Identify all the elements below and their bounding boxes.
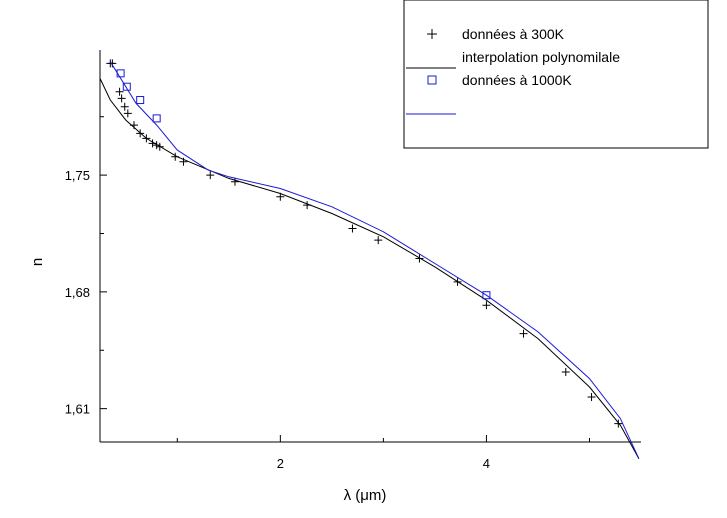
data-point-plus bbox=[230, 177, 239, 186]
data-point-plus bbox=[276, 192, 285, 201]
data-point-square bbox=[482, 291, 491, 300]
data-point-plus bbox=[123, 109, 132, 118]
legend-swatch-plus bbox=[427, 29, 437, 39]
y-ticks: 1,61 1,68 1,75 bbox=[65, 116, 107, 417]
data-point-plus bbox=[482, 301, 491, 310]
legend-frame bbox=[403, 0, 709, 149]
data-point-square bbox=[136, 96, 145, 105]
data-point-square bbox=[116, 69, 125, 78]
data-point-plus bbox=[415, 254, 424, 263]
data-point-plus bbox=[348, 224, 357, 233]
legend-swatch-square bbox=[427, 75, 437, 85]
data-point-plus bbox=[206, 171, 215, 180]
data-point-square bbox=[122, 82, 131, 91]
series-3 bbox=[109, 61, 640, 459]
legend-items: données à 300K interpolation polynomilale… bbox=[406, 26, 620, 115]
x-axis-title: λ (μm) bbox=[344, 487, 387, 504]
data-point-plus bbox=[614, 419, 623, 428]
x-tick-label: 2 bbox=[277, 456, 284, 471]
series-line bbox=[99, 78, 640, 459]
legend-label: interpolation polynomilale bbox=[462, 49, 620, 65]
series-1 bbox=[99, 78, 640, 459]
data-point-plus bbox=[117, 94, 126, 103]
legend-label: données à 300K bbox=[462, 26, 565, 42]
y-tick-label: 1,75 bbox=[65, 168, 90, 183]
legend-label: données à 1000K bbox=[462, 72, 572, 88]
series-0 bbox=[106, 59, 623, 428]
data-point-plus bbox=[587, 392, 596, 401]
y-axis-title: n bbox=[29, 258, 46, 266]
legend-item: interpolation polynomilale bbox=[406, 49, 620, 69]
series-line bbox=[109, 61, 640, 459]
x-tick-label: 4 bbox=[483, 456, 490, 471]
data-point-plus bbox=[120, 102, 129, 111]
data-point-square bbox=[152, 114, 161, 123]
legend-item: données à 1000K bbox=[427, 72, 572, 88]
legend: données à 300K interpolation polynomilale… bbox=[403, 0, 709, 149]
data-point-plus bbox=[374, 236, 383, 245]
series-layer bbox=[99, 59, 640, 459]
y-tick-label: 1,68 bbox=[65, 285, 90, 300]
data-point-plus bbox=[561, 367, 570, 376]
y-tick-label: 1,61 bbox=[65, 402, 90, 417]
data-point-plus bbox=[108, 59, 117, 68]
legend-item: données à 300K bbox=[427, 26, 565, 42]
data-point-plus bbox=[115, 87, 124, 96]
data-point-plus bbox=[519, 329, 528, 338]
